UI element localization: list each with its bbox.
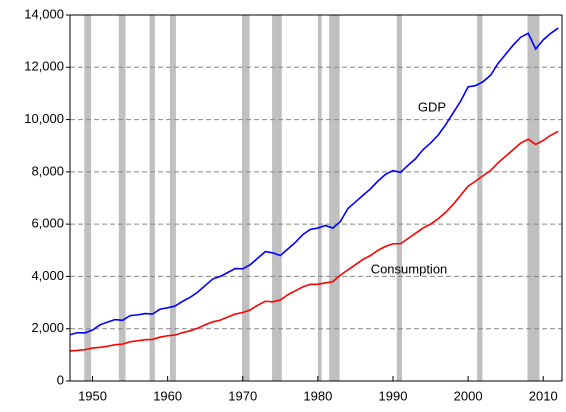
recession-band bbox=[396, 15, 403, 381]
recession-band bbox=[169, 15, 176, 381]
x-tick-label: 1950 bbox=[78, 388, 107, 403]
x-tick-label: 2010 bbox=[529, 388, 558, 403]
x-tick-label: 1990 bbox=[379, 388, 408, 403]
y-tick-label: 2,000 bbox=[31, 320, 64, 335]
y-tick-label: 0 bbox=[57, 372, 64, 387]
x-tick-label: 2000 bbox=[454, 388, 483, 403]
series-line bbox=[69, 27, 559, 336]
recession-band bbox=[118, 15, 126, 381]
x-tick-label: 1980 bbox=[303, 388, 332, 403]
series-label: GDP bbox=[418, 99, 446, 114]
y-tick-label: 12,000 bbox=[24, 59, 64, 74]
recession-band bbox=[272, 15, 282, 381]
recession-band bbox=[329, 15, 340, 381]
plot-frame bbox=[69, 14, 563, 382]
recession-band bbox=[149, 15, 155, 381]
y-tick-label: 4,000 bbox=[31, 268, 64, 283]
y-tick-label: 14,000 bbox=[24, 6, 64, 21]
x-tick-label: 1960 bbox=[153, 388, 182, 403]
recession-band bbox=[477, 15, 483, 381]
recession-band bbox=[242, 15, 250, 381]
x-tick-label: 1970 bbox=[228, 388, 257, 403]
series-label: Consumption bbox=[371, 261, 448, 276]
recession-band bbox=[84, 15, 92, 381]
series-line bbox=[69, 130, 559, 352]
recession-band bbox=[317, 15, 322, 381]
y-tick-label: 6,000 bbox=[31, 216, 64, 231]
recession-band bbox=[527, 15, 540, 381]
y-tick-label: 8,000 bbox=[31, 163, 64, 178]
y-tick-label: 10,000 bbox=[24, 111, 64, 126]
